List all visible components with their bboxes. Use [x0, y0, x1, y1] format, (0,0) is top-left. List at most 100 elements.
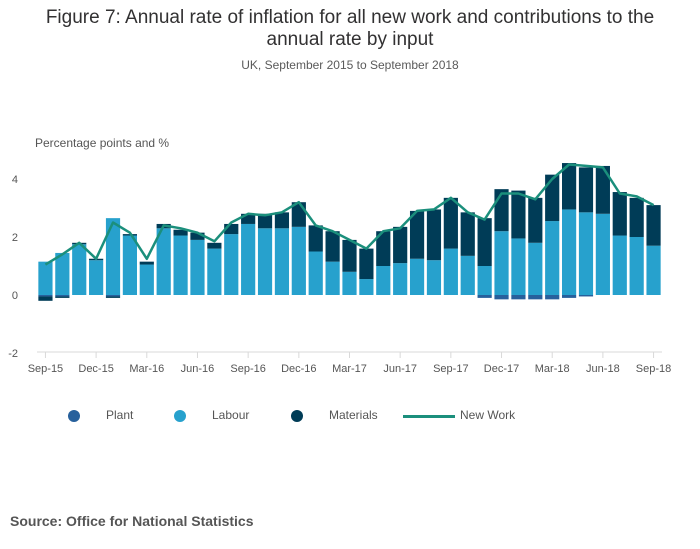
bar-labour	[325, 261, 340, 295]
bar-plant	[55, 295, 70, 297]
bar-labour	[139, 264, 154, 295]
bar-materials	[359, 248, 374, 280]
bar-materials	[241, 213, 256, 224]
x-tick-label: Mar-16	[129, 363, 164, 375]
materials-swatch-icon	[291, 410, 303, 422]
x-tick-label: Sep-15	[28, 363, 63, 375]
new-work-line	[44, 163, 655, 266]
bar-labour	[393, 263, 408, 295]
bar-materials	[376, 231, 391, 266]
bar-materials	[595, 165, 610, 214]
bar-materials	[545, 174, 560, 222]
bar-labour	[173, 235, 188, 295]
bar-plant	[528, 295, 543, 300]
chart-subtitle: UK, September 2015 to September 2018	[241, 58, 459, 72]
bar-plant	[578, 295, 594, 297]
new-work-swatch-icon	[403, 414, 455, 418]
bar-labour	[528, 242, 543, 295]
bar-materials	[409, 210, 425, 259]
bar-materials	[325, 231, 340, 262]
bar-materials	[393, 226, 408, 264]
x-tick-label: Dec-16	[281, 363, 316, 375]
bar-materials	[629, 197, 644, 237]
bar-materials	[342, 239, 357, 272]
legend-label-materials: Materials	[329, 408, 378, 422]
bar-labour	[257, 228, 273, 295]
bar-labour	[308, 251, 323, 295]
bar-labour	[426, 260, 442, 295]
bar-labour	[89, 260, 104, 295]
bar-materials	[460, 212, 475, 256]
bar-labour	[646, 245, 661, 295]
bar-labour	[207, 248, 222, 295]
y-tick-label: -2	[8, 348, 18, 360]
bar-labour	[595, 213, 610, 295]
bar-plant	[105, 295, 121, 297]
bar-labour	[511, 238, 526, 295]
bar-materials	[612, 192, 627, 236]
bar-materials	[173, 229, 188, 236]
bar-labour	[612, 235, 627, 295]
bar-labour	[55, 252, 70, 295]
x-tick-label: Dec-17	[484, 363, 519, 375]
bar-labour	[545, 221, 560, 295]
bar-materials	[308, 225, 323, 252]
x-tick-label: Jun-18	[586, 363, 620, 375]
bar-labour	[38, 261, 53, 295]
bar-labour	[443, 248, 458, 295]
chart-canvas: Percentage points and % -2 0 2 4 Sep-15 Dec-…	[8, 136, 671, 375]
bar-labour	[629, 237, 644, 295]
bar-labour	[359, 279, 374, 295]
legend-label-new-work: New Work	[460, 408, 516, 422]
bar-materials	[139, 261, 154, 265]
bar-materials	[257, 213, 273, 229]
bar-materials	[274, 212, 290, 229]
y-tick-label: 4	[12, 174, 18, 186]
bar-plant	[562, 295, 577, 298]
source-note: Source: Office for National Statistics	[10, 513, 254, 529]
bar-plant	[511, 295, 526, 300]
x-tick-label: Jun-17	[383, 363, 417, 375]
legend-item-new-work	[403, 405, 455, 427]
bar-labour	[477, 266, 492, 295]
bar-labour	[105, 218, 121, 295]
bar-materials	[55, 296, 70, 298]
bar-materials	[105, 296, 121, 298]
y-axis: -2 0 2 4	[8, 174, 18, 360]
bar-materials	[190, 232, 205, 240]
labour-swatch-icon	[174, 410, 186, 422]
bar-materials	[443, 197, 458, 249]
legend-item-materials	[291, 405, 303, 427]
bar-materials	[562, 163, 577, 210]
bar-labour	[241, 223, 256, 295]
x-tick-label: Sep-18	[636, 363, 671, 375]
y-tick-label: 0	[12, 290, 18, 302]
bar-labour	[274, 228, 290, 295]
legend-label-labour: Labour	[212, 408, 250, 422]
chart-title: Figure 7: Annual rate of inflation for a…	[45, 7, 655, 50]
bar-materials	[426, 209, 442, 261]
bar-labour	[409, 258, 425, 295]
bar-materials	[38, 296, 53, 301]
bar-materials	[477, 218, 492, 266]
x-tick-label: Dec-15	[78, 363, 113, 375]
x-tick-label: Sep-16	[230, 363, 265, 375]
new-work-line-group	[44, 163, 655, 266]
bar-labour	[190, 239, 205, 295]
bar-labour	[224, 234, 239, 295]
bar-materials	[528, 197, 543, 243]
legend-item-plant	[68, 405, 80, 427]
bar-labour	[156, 228, 171, 295]
bar-labour	[72, 244, 87, 295]
bars	[38, 163, 661, 301]
x-tick-label: Mar-17	[332, 363, 367, 375]
x-axis: Sep-15 Dec-15 Mar-16 Jun-16 Sep-16 Dec-16 Mar-…	[28, 351, 671, 375]
bar-labour	[494, 231, 509, 295]
bar-labour	[342, 271, 357, 295]
bar-labour	[122, 235, 137, 295]
bar-labour	[578, 212, 594, 295]
y-tick-label: 2	[12, 232, 18, 244]
bar-materials	[511, 190, 526, 239]
bar-plant	[477, 295, 492, 298]
bar-materials	[646, 205, 661, 246]
